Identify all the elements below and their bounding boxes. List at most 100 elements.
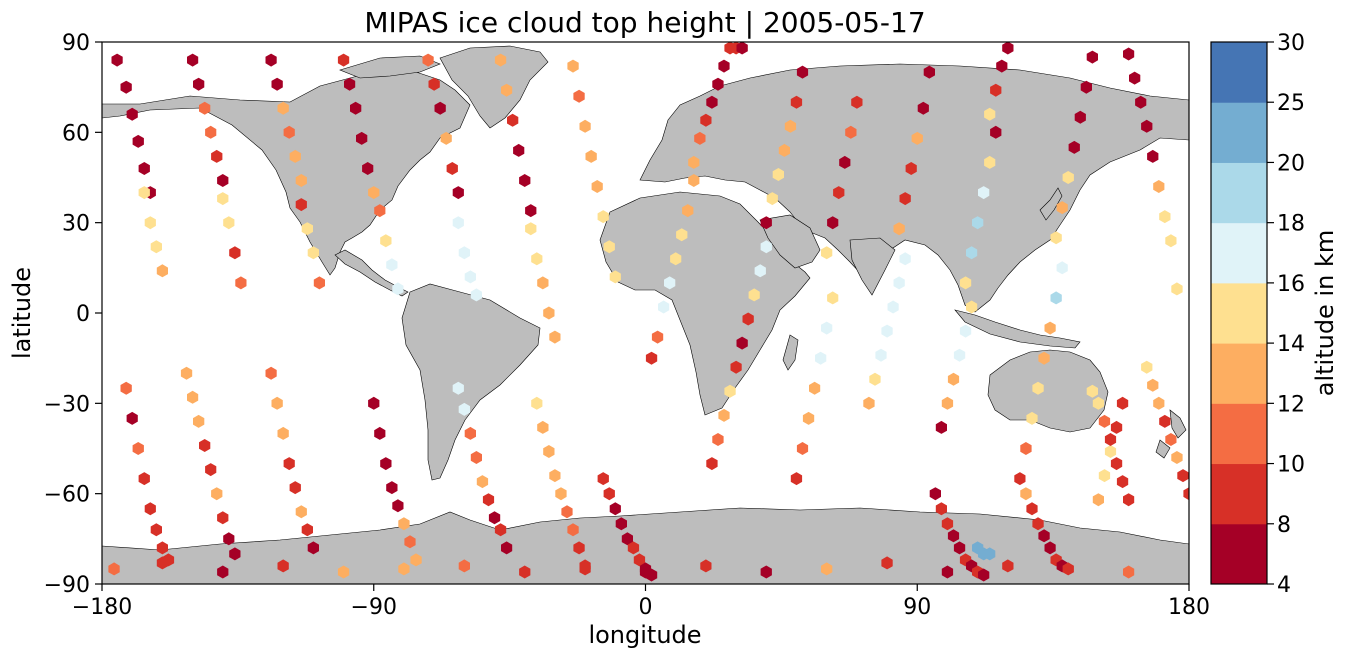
land-arctic-islands xyxy=(339,55,441,79)
cloud-point xyxy=(966,300,978,314)
land-africa xyxy=(599,191,811,416)
cloud-point xyxy=(821,246,833,260)
cloud-point xyxy=(833,186,845,200)
cloud-point xyxy=(211,487,223,501)
cloud-point xyxy=(1056,261,1068,275)
cloud-point xyxy=(1044,321,1056,335)
land-central-america xyxy=(334,249,409,297)
cloud-point xyxy=(144,502,156,516)
cloud-point xyxy=(784,119,797,133)
x-tick-label: 0 xyxy=(639,595,653,620)
cloud-point xyxy=(778,143,790,157)
cloud-point xyxy=(1038,351,1050,365)
cloud-point xyxy=(1165,433,1177,446)
cloud-point xyxy=(507,113,519,127)
y-tick-label: 90 xyxy=(62,31,90,56)
cloud-point xyxy=(603,240,615,254)
cloud-point xyxy=(893,222,905,236)
cloud-point xyxy=(458,402,470,416)
colorbar-tick-label: 12 xyxy=(1277,392,1305,417)
colorbar: 4 8 10 12 14 16 18 20 25 30 xyxy=(1210,31,1305,598)
y-tick-label: 60 xyxy=(62,121,90,146)
cloud-point xyxy=(1104,433,1117,446)
cloud-point xyxy=(1123,565,1135,579)
cloud-point xyxy=(265,53,277,67)
y-tick-label: −30 xyxy=(44,392,90,417)
cloud-point xyxy=(561,505,573,519)
cloud-point xyxy=(1153,180,1165,193)
cloud-point xyxy=(712,77,724,91)
cloud-point xyxy=(1020,487,1032,501)
cloud-point xyxy=(156,556,168,570)
cloud-point xyxy=(736,336,748,350)
colorbar-tick-label: 16 xyxy=(1277,272,1305,297)
colorbar-tick-label: 14 xyxy=(1277,332,1305,357)
cloud-point xyxy=(573,541,585,555)
cloud-point xyxy=(941,396,954,410)
cloud-point xyxy=(935,420,947,434)
cloud-point xyxy=(1002,559,1014,573)
cloud-point xyxy=(827,216,839,230)
y-tick-label: 0 xyxy=(76,302,90,327)
cloud-point xyxy=(1147,149,1159,163)
cloud-point xyxy=(525,222,537,236)
cloud-point xyxy=(585,149,597,163)
colorbar-segment xyxy=(1211,282,1267,344)
cloud-point xyxy=(947,372,960,386)
cloud-point xyxy=(1086,50,1098,64)
cloud-point xyxy=(706,457,718,471)
cloud-point xyxy=(265,366,277,380)
cloud-point xyxy=(941,565,954,579)
cloud-point xyxy=(295,198,307,212)
cloud-point xyxy=(470,288,482,302)
cloud-point xyxy=(1135,95,1147,109)
cloud-point xyxy=(1183,487,1189,501)
cloud-point xyxy=(1116,475,1129,489)
cloud-point xyxy=(959,324,972,338)
cloud-point xyxy=(1026,502,1038,516)
colorbar-segment xyxy=(1211,102,1267,163)
cloud-point xyxy=(337,565,350,579)
colorbar-segment xyxy=(1211,42,1267,103)
cloud-point xyxy=(845,125,857,139)
colorbar-tick-label: 25 xyxy=(1277,91,1305,116)
cloud-point xyxy=(410,553,422,567)
cloud-point xyxy=(380,234,392,248)
cloud-point xyxy=(549,469,561,483)
cloud-point xyxy=(1159,210,1171,224)
cloud-point xyxy=(549,330,561,344)
y-axis-label: latitude xyxy=(8,267,36,359)
x-axis: −180 −90 0 90 180 xyxy=(72,584,1210,620)
cloud-point xyxy=(313,276,325,290)
cloud-point xyxy=(126,107,138,121)
cloud-point xyxy=(555,487,567,501)
cloud-point xyxy=(295,505,307,519)
colorbar-tick-label: 18 xyxy=(1277,212,1305,237)
cloud-point xyxy=(156,541,168,555)
cloud-point xyxy=(543,445,555,458)
x-tick-label: 90 xyxy=(903,595,931,620)
cloud-point xyxy=(947,529,960,543)
cloud-point xyxy=(1032,517,1044,531)
cloud-point xyxy=(1080,80,1092,94)
cloud-point xyxy=(470,451,482,464)
cloud-point xyxy=(772,168,784,181)
cloud-point xyxy=(609,270,621,284)
cloud-point xyxy=(978,568,990,582)
cloud-point xyxy=(295,174,307,187)
cloud-point xyxy=(730,360,742,374)
x-tick-label: −180 xyxy=(72,595,132,620)
world-map-land xyxy=(102,45,1189,584)
cloud-point xyxy=(984,547,996,561)
cloud-point xyxy=(386,258,398,272)
cloud-point xyxy=(923,65,935,79)
cloud-point xyxy=(911,131,923,145)
cloud-point xyxy=(881,556,893,570)
cloud-point xyxy=(664,276,676,290)
land-indonesia xyxy=(954,309,1081,349)
cloud-point xyxy=(869,372,881,386)
cloud-point xyxy=(742,312,754,326)
cloud-point xyxy=(120,80,132,94)
colorbar-segment xyxy=(1211,343,1267,404)
cloud-point xyxy=(1123,493,1135,507)
